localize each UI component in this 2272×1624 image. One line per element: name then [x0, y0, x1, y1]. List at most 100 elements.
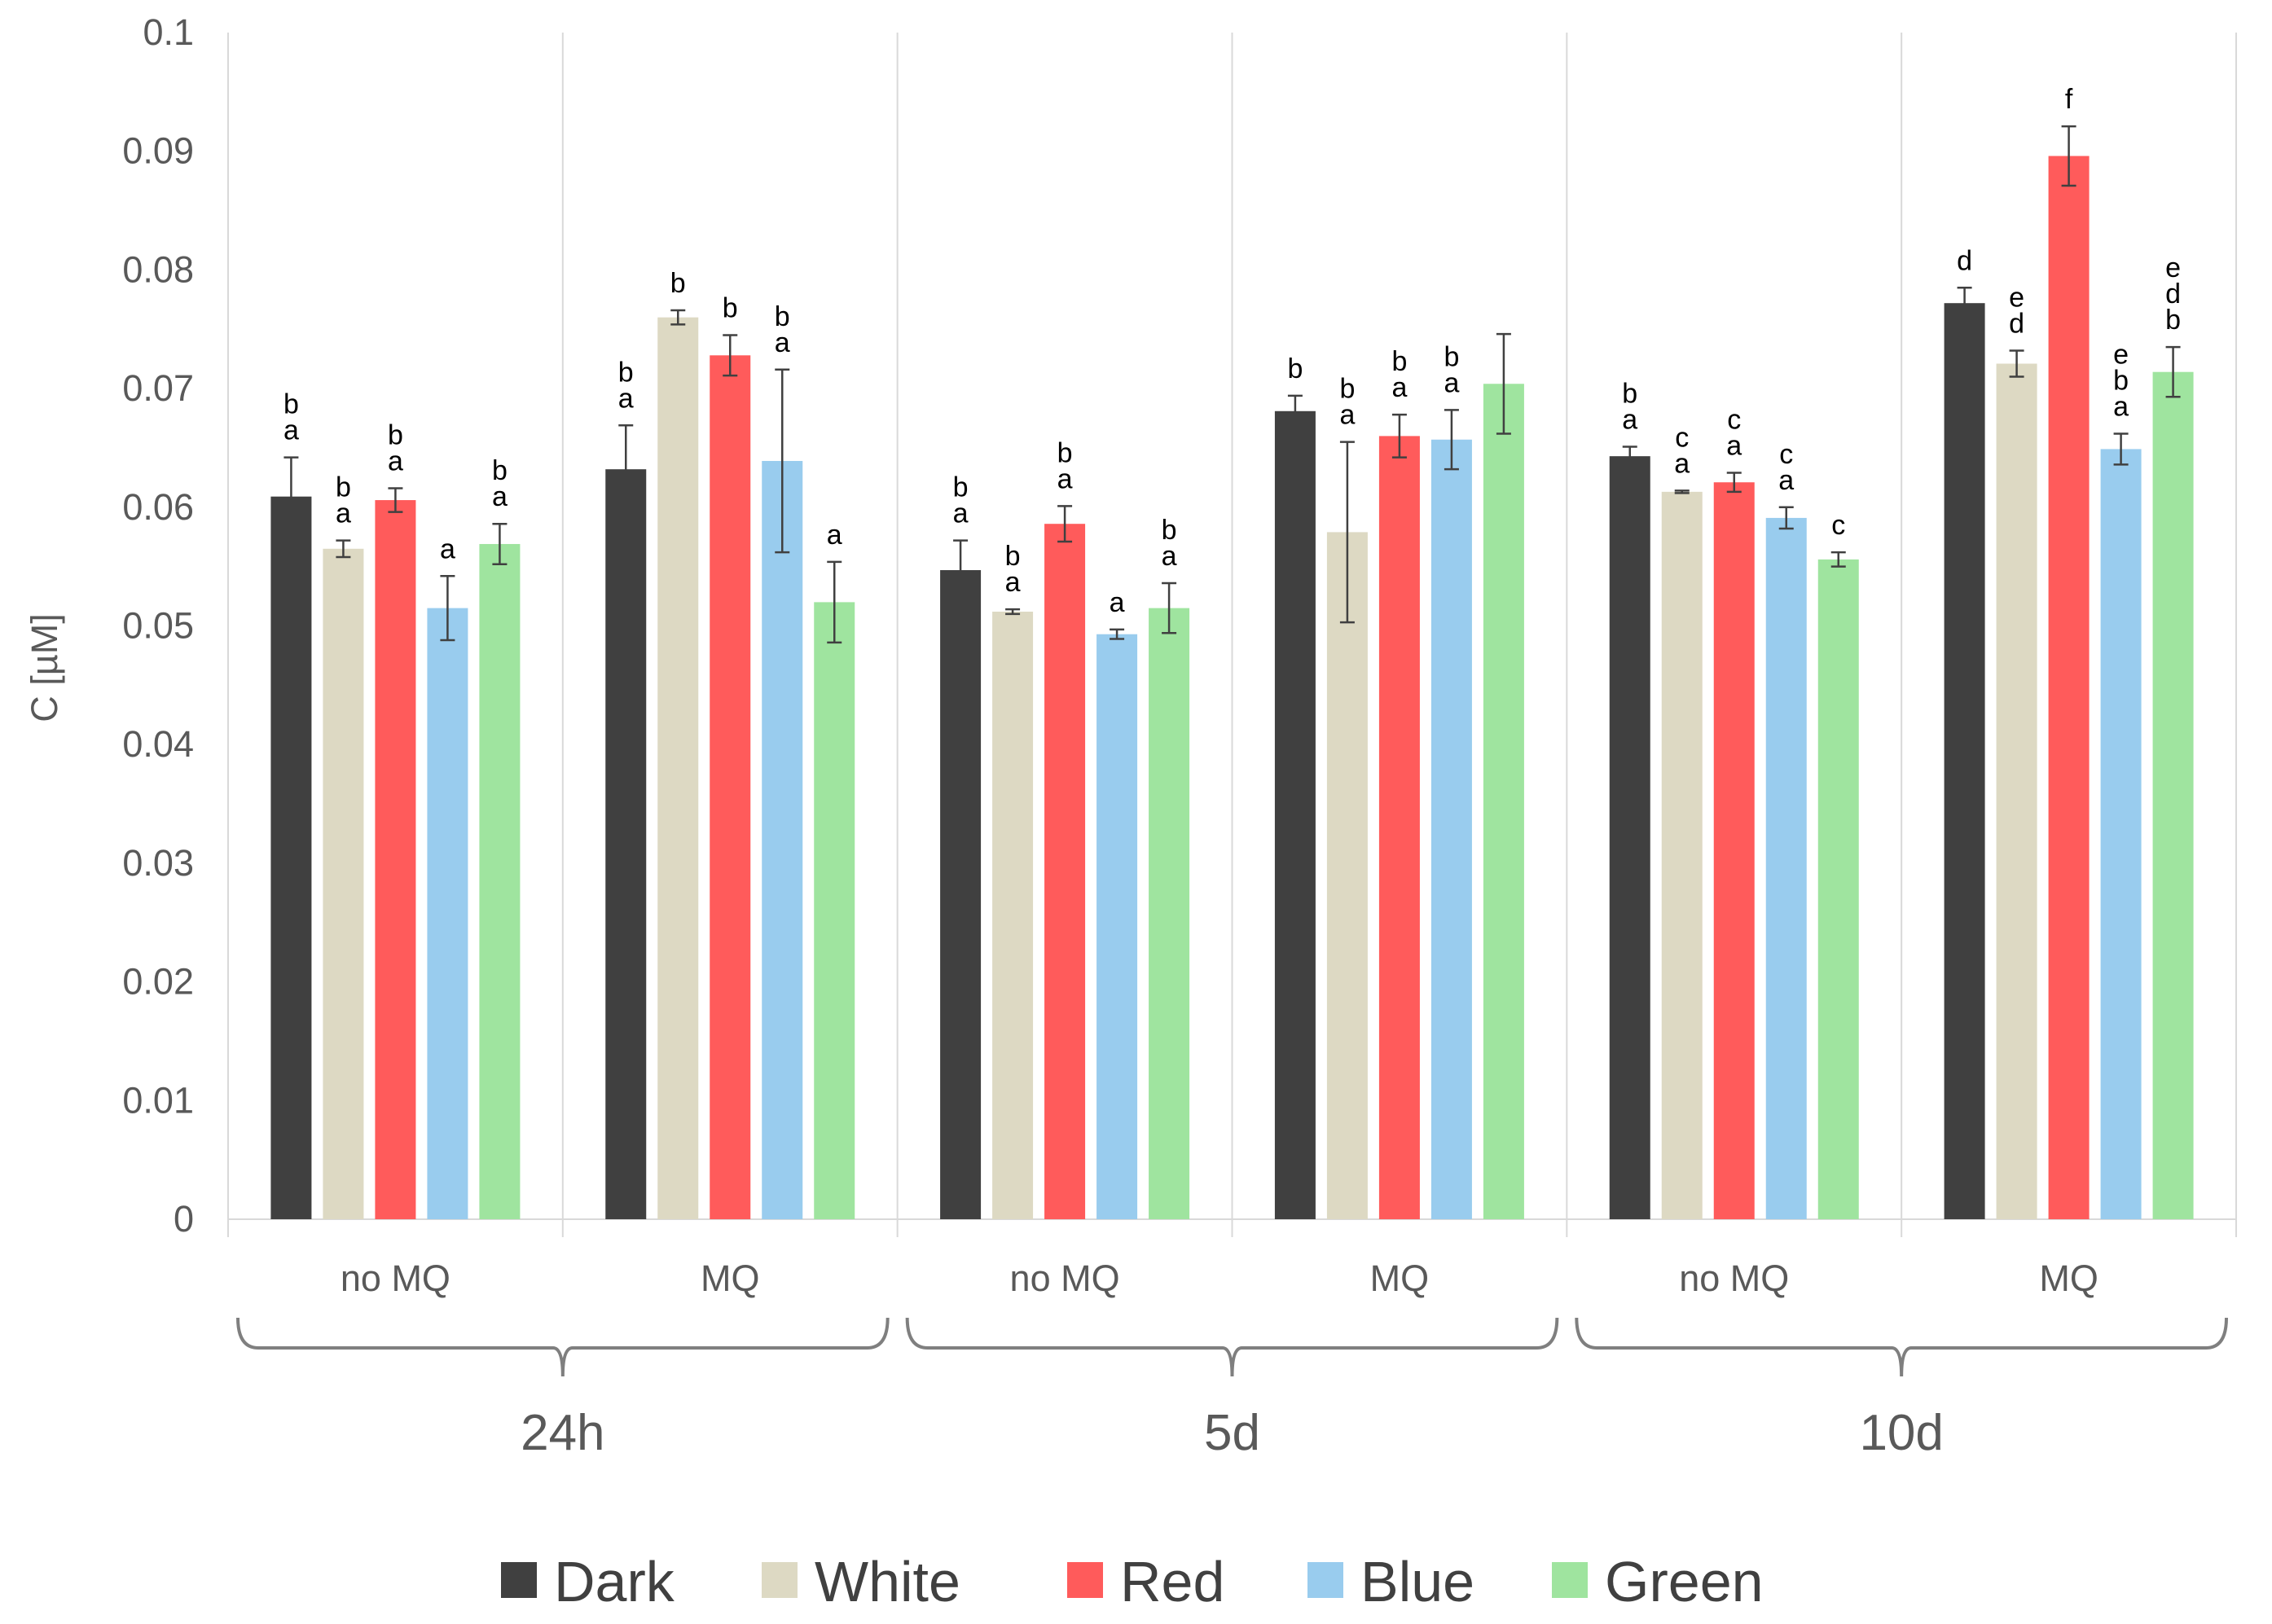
significance-letter: a — [1110, 587, 1125, 618]
significance-letter: b — [723, 293, 738, 324]
x-category-label: no MQ — [341, 1258, 450, 1299]
x-category-label: MQ — [701, 1258, 760, 1299]
significance-letter: a — [618, 383, 634, 414]
y-tick-label: 0.07 — [122, 367, 194, 409]
significance-letter: a — [1778, 465, 1794, 496]
significance-letter: a — [775, 327, 790, 358]
bar-green — [1817, 559, 1859, 1219]
significance-letter: a — [440, 533, 455, 564]
significance-letter: b — [492, 455, 508, 486]
bar-red — [1713, 482, 1755, 1219]
error-bar — [2165, 345, 2181, 398]
bar-green — [1149, 608, 1190, 1219]
bar-green — [814, 602, 855, 1219]
bar-blue — [2100, 449, 2142, 1219]
significance-letter: a — [388, 446, 403, 476]
bar-white — [323, 548, 364, 1219]
bar-green — [1483, 384, 1524, 1220]
error-bar — [2113, 432, 2129, 466]
bar-blue — [1096, 634, 1138, 1219]
error-bar — [1726, 472, 1742, 494]
significance-letter: a — [283, 415, 299, 446]
bar-blue — [762, 460, 803, 1219]
y-tick-label: 0.01 — [122, 1079, 194, 1121]
legend-label: Blue — [1360, 1550, 1474, 1613]
significance-letter: a — [492, 481, 508, 512]
y-axis-label: C [µM] — [24, 613, 65, 722]
legend-item-red: Red — [1067, 1550, 1224, 1613]
significance-letter: b — [1622, 378, 1637, 409]
significance-letter: b — [1391, 346, 1407, 377]
bar-dark — [1944, 303, 1985, 1219]
significance-letter: a — [1057, 463, 1073, 494]
significance-letter: a — [1339, 400, 1355, 431]
significance-letter: b — [388, 419, 403, 450]
significance-letter: d — [1957, 245, 1972, 276]
significance-letter: a — [953, 498, 969, 529]
bar-white — [992, 612, 1034, 1219]
bar-white — [1661, 491, 1703, 1219]
bar-blue — [1430, 439, 1472, 1219]
bar-red — [1044, 524, 1086, 1219]
legend: Dark White Red Blue Green — [501, 1550, 1764, 1613]
significance-letter: f — [2065, 84, 2073, 115]
period-brace — [1575, 1317, 2228, 1377]
significance-letter: b — [775, 301, 790, 332]
x-category-label: no MQ — [1010, 1258, 1120, 1299]
significance-letter: a — [1726, 431, 1742, 462]
error-bar — [775, 368, 790, 554]
bar-blue — [1765, 517, 1807, 1219]
y-tick-label: 0.05 — [122, 605, 194, 647]
significance-letter: a — [1162, 541, 1177, 572]
error-bar — [1287, 394, 1303, 428]
bar-red — [375, 500, 416, 1219]
significance-letter: d — [2165, 279, 2181, 309]
significance-letter: b — [2113, 365, 2129, 396]
error-bars — [283, 125, 2181, 644]
grid-lines — [227, 33, 2237, 1237]
significance-letter: e — [2009, 282, 2024, 313]
significance-letter: a — [1391, 372, 1407, 403]
bar-dark — [1274, 410, 1316, 1220]
bar-dark — [940, 570, 982, 1219]
error-bar — [1957, 287, 1972, 320]
error-bar — [336, 539, 351, 559]
legend-swatch — [1552, 1562, 1588, 1598]
significance-letter: c — [1779, 439, 1793, 470]
error-bar — [440, 575, 455, 642]
significance-letter: a — [1444, 367, 1459, 398]
error-bar — [1444, 409, 1459, 471]
significance-letter: b — [2165, 305, 2181, 336]
significance-letter: a — [2113, 391, 2129, 422]
period-brace — [905, 1317, 1559, 1377]
bar-white — [657, 317, 699, 1220]
x-category-label: MQ — [1370, 1258, 1430, 1299]
legend-swatch — [1067, 1562, 1103, 1598]
significance-letter: a — [827, 520, 842, 551]
error-bar — [1496, 332, 1511, 435]
y-tick-label: 0.04 — [122, 723, 194, 765]
significance-letter: a — [336, 498, 351, 529]
legend-item-dark: Dark — [501, 1550, 675, 1613]
significance-letter: d — [2009, 308, 2024, 339]
bar-red — [1378, 436, 1420, 1219]
significance-letter: a — [1005, 567, 1021, 598]
error-bar — [1622, 446, 1637, 467]
significance-letter: b — [1339, 374, 1355, 405]
significance-letter: b — [1005, 541, 1021, 572]
significance-letter: b — [1444, 341, 1459, 372]
error-bar — [2061, 125, 2076, 187]
significance-letter: a — [1622, 404, 1637, 435]
period-label: 24h — [521, 1405, 604, 1461]
period-label: 5d — [1204, 1405, 1260, 1461]
error-bar — [1339, 441, 1355, 624]
y-tick-label: 0 — [174, 1198, 194, 1240]
bar-blue — [427, 608, 468, 1219]
error-bar — [618, 424, 634, 515]
period-brace — [236, 1317, 890, 1377]
legend-swatch — [762, 1562, 798, 1598]
significance-letter: e — [2113, 339, 2129, 370]
y-tick-label: 0.09 — [122, 130, 194, 172]
